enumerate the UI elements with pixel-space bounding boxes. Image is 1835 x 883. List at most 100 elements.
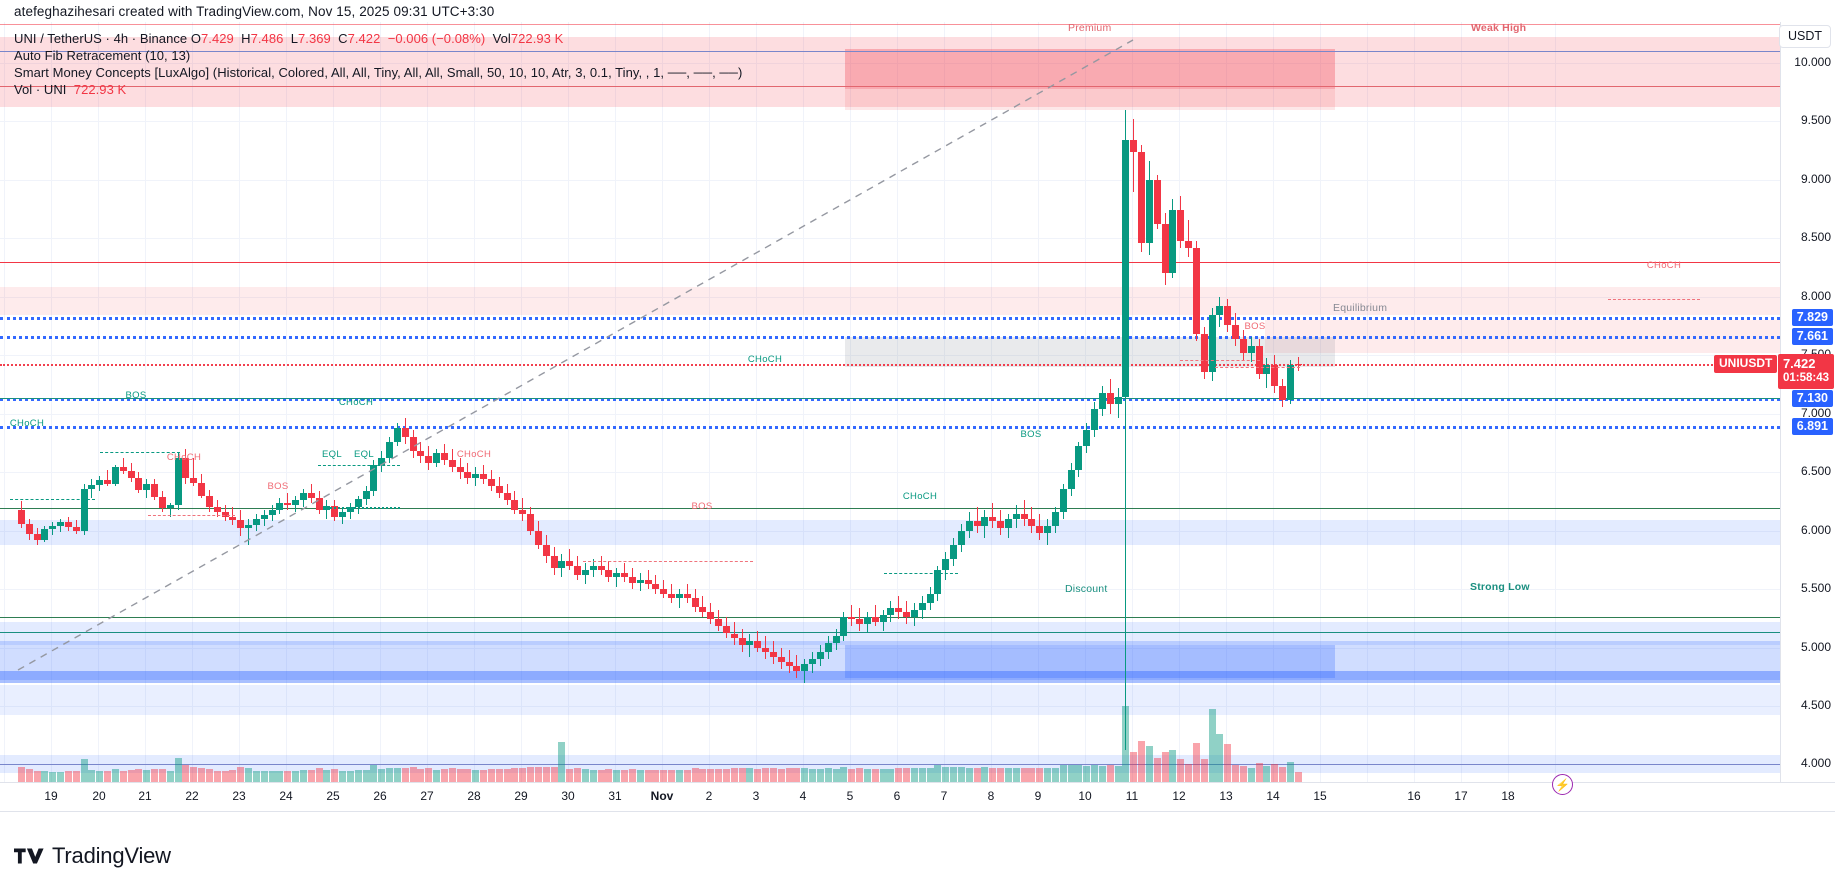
volume-bar bbox=[1012, 768, 1020, 782]
price-axis-tick: 5.500 bbox=[1800, 581, 1831, 596]
volume-bar bbox=[49, 771, 57, 782]
candle-wick bbox=[248, 518, 250, 545]
price-axis[interactable]: USDT 10.0009.5009.0008.5008.0007.5007.00… bbox=[1777, 22, 1835, 812]
volume-bar bbox=[315, 768, 323, 782]
candle-body bbox=[64, 522, 72, 528]
volume-bar bbox=[307, 769, 315, 782]
candle-body bbox=[668, 593, 676, 599]
smc-label-bos-8: BOS bbox=[691, 501, 713, 512]
price-level-tag-7.829[interactable]: 7.829 bbox=[1791, 308, 1833, 326]
grid-line-vertical bbox=[1508, 22, 1509, 782]
candle-body bbox=[213, 507, 221, 512]
volume-bar bbox=[628, 769, 636, 782]
current-price-tag[interactable]: 7.422 01:58:43 bbox=[1777, 354, 1834, 390]
time-axis-tick: 27 bbox=[420, 789, 434, 803]
smc-label-choch-6: CHoCH bbox=[338, 397, 374, 408]
symbol-price-tag[interactable]: UNIUSDT bbox=[1714, 355, 1778, 374]
time-axis[interactable]: 19 20 21 22 23 24 25 26 27 28 29 30 31 Nov 2 3 4 5 6 7 8 9 10 1… bbox=[0, 782, 1835, 812]
price-axis-tick: 9.000 bbox=[1800, 171, 1831, 186]
volume-bar bbox=[472, 769, 480, 782]
time-axis-tick: 24 bbox=[279, 789, 293, 803]
volume-bar bbox=[119, 770, 127, 782]
volume-bar bbox=[1091, 764, 1099, 782]
candle-body bbox=[691, 598, 699, 607]
candle-body bbox=[315, 497, 323, 510]
volume-bar bbox=[1004, 768, 1012, 782]
smc-structure-segment-7 bbox=[1180, 359, 1260, 361]
volume-bar bbox=[370, 764, 378, 782]
chart-pane[interactable]: Premium Weak High Equilibrium Discount Stron… bbox=[0, 22, 1780, 782]
candle-wick bbox=[804, 659, 806, 683]
time-axis-tick: 8 bbox=[987, 789, 995, 803]
current-price-value: 7.422 bbox=[1782, 356, 1816, 372]
candle-body bbox=[769, 652, 777, 657]
volume-bar bbox=[699, 769, 707, 782]
candle-body bbox=[965, 521, 973, 531]
volume-bar bbox=[581, 769, 589, 782]
candle-body bbox=[370, 465, 378, 491]
time-axis-tick: 5 bbox=[846, 789, 854, 803]
candle-body bbox=[1263, 364, 1271, 374]
candle-body bbox=[18, 509, 25, 524]
premium-zone-inner bbox=[845, 48, 1335, 89]
price-level-tag-6.891[interactable]: 6.891 bbox=[1791, 418, 1833, 436]
price-axis-tick: 10.000 bbox=[1794, 54, 1831, 69]
volume-bar bbox=[1279, 766, 1287, 782]
time-axis-tick: 22 bbox=[185, 789, 199, 803]
currency-button[interactable]: USDT bbox=[1778, 25, 1831, 48]
volume-bar bbox=[346, 770, 354, 782]
volume-bar bbox=[166, 771, 174, 782]
volume-bar bbox=[339, 770, 347, 782]
candle-body bbox=[621, 572, 629, 578]
candle-body bbox=[1224, 306, 1232, 325]
time-axis-tick: 18 bbox=[1501, 789, 1515, 803]
volume-bar bbox=[1192, 743, 1200, 782]
volume-bar bbox=[104, 770, 112, 782]
grid-line-vertical bbox=[4, 22, 5, 782]
volume-bar bbox=[1232, 765, 1240, 782]
candle-body bbox=[1036, 525, 1044, 533]
smc-structure-segment-8 bbox=[1608, 299, 1700, 301]
candle-body bbox=[487, 479, 495, 487]
grid-line-vertical bbox=[1367, 22, 1368, 782]
volume-bar bbox=[299, 769, 307, 782]
candle-wick bbox=[1188, 219, 1190, 257]
volume-bar bbox=[96, 771, 104, 782]
candle-body bbox=[1122, 140, 1130, 398]
time-axis-tick: 21 bbox=[138, 789, 152, 803]
smc-structure-segment-0 bbox=[10, 499, 95, 501]
volume-bar bbox=[660, 769, 668, 782]
candle-body bbox=[495, 486, 503, 494]
candle-body bbox=[1051, 511, 1059, 526]
volume-bar bbox=[589, 769, 597, 782]
candle-body bbox=[754, 640, 762, 648]
price-level-tag-7.661[interactable]: 7.661 bbox=[1791, 328, 1833, 346]
premium-zone-light bbox=[845, 88, 1335, 110]
candle-body bbox=[1177, 210, 1185, 241]
volume-bar bbox=[495, 769, 503, 782]
candle-body bbox=[848, 617, 856, 620]
volume-bar bbox=[292, 770, 300, 782]
chart-plot-area[interactable]: Premium Weak High Equilibrium Discount Stron… bbox=[0, 22, 1780, 782]
volume-bar bbox=[417, 769, 425, 782]
candle-body bbox=[644, 579, 652, 585]
candle-body bbox=[151, 483, 159, 497]
smc-label-choch-9: CHoCH bbox=[747, 354, 783, 365]
weak-high-label: Weak High bbox=[1471, 22, 1527, 34]
volume-bar bbox=[1051, 767, 1059, 782]
candle-body bbox=[49, 525, 57, 530]
volume-bar bbox=[1239, 766, 1247, 782]
lightning-bolt-icon[interactable]: ⚡ bbox=[1552, 774, 1573, 795]
volume-bar bbox=[1177, 759, 1185, 782]
candle-body bbox=[793, 666, 801, 671]
grid-line-horizontal bbox=[0, 180, 1780, 181]
volume-bar bbox=[722, 769, 730, 782]
volume-bar bbox=[997, 767, 1005, 782]
discount-zone-strong bbox=[0, 670, 1780, 683]
candle-body bbox=[832, 635, 840, 643]
volume-bar bbox=[237, 767, 245, 782]
candle-wick bbox=[326, 500, 328, 519]
price-level-tag-7.130[interactable]: 7.130 bbox=[1791, 390, 1833, 408]
candle-body bbox=[245, 524, 253, 529]
grid-line-vertical bbox=[1226, 22, 1227, 782]
